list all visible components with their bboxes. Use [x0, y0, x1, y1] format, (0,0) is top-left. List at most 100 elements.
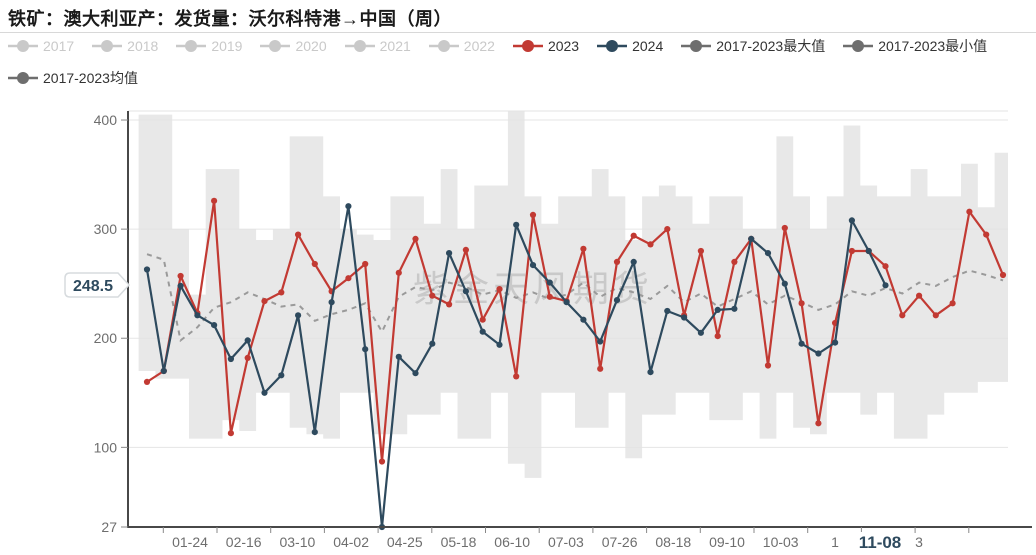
series-2023-point: [647, 241, 654, 248]
legend-marker-icon: [512, 40, 543, 52]
series-2024-point: [211, 322, 218, 329]
legend-item-2024[interactable]: 2024: [597, 38, 663, 54]
series-2023-point: [580, 245, 587, 252]
series-2024-point: [345, 203, 352, 210]
x-tick-label: 06-10: [494, 534, 530, 550]
x-tick-label-partial: 1: [831, 534, 839, 550]
series-2023-point: [395, 269, 402, 276]
x-pointer-label: 11-08: [859, 533, 902, 552]
y-tick-label: 200: [94, 330, 118, 346]
series-2024-point: [597, 338, 604, 345]
legend-label: 2023: [547, 38, 580, 54]
legend-label: 2021: [379, 38, 411, 54]
series-2024-point: [563, 299, 570, 306]
series-2024-point: [295, 312, 302, 319]
series-2023-point: [529, 211, 537, 218]
series-2023-point: [882, 263, 889, 270]
y-pointer-label-box: [64, 272, 131, 298]
legend-label: 2018: [127, 38, 159, 54]
series-2024-point: [714, 306, 721, 313]
legend-item-2020[interactable]: 2020: [260, 38, 327, 54]
series-2023-point: [261, 298, 268, 305]
series-2023-point: [513, 373, 520, 380]
x-tick-label: 09-10: [709, 534, 745, 550]
legend-item-2021[interactable]: 2021: [344, 38, 411, 54]
series-2023-point: [496, 286, 503, 293]
title-divider: [0, 32, 1036, 33]
x-tick-label: 10-03: [763, 534, 799, 550]
series-2023-point: [546, 293, 553, 300]
series-2023-point: [362, 260, 369, 268]
legend-item-2019[interactable]: 2019: [176, 38, 242, 54]
series-2024-point: [261, 389, 268, 396]
series-2024-point: [848, 217, 856, 224]
legend-item-2018[interactable]: 2018: [92, 38, 158, 54]
legend-label: 2022: [463, 38, 495, 54]
series-2024-point: [613, 297, 621, 304]
legend-item-2017-2023最小值[interactable]: 2017-2023最小值: [843, 38, 987, 54]
series-2023-point: [227, 430, 234, 437]
legend-item-2023[interactable]: 2023: [512, 38, 580, 54]
legend-marker-icon: [597, 40, 628, 52]
series-2023-point: [378, 458, 386, 465]
series-2023-line: [146, 199, 1005, 463]
series-2024-point: [865, 247, 872, 255]
legend-item-2022[interactable]: 2022: [428, 38, 495, 54]
series-2023-point: [899, 312, 906, 319]
min-max-band: [138, 111, 1009, 478]
x-tick-label: 05-18: [441, 534, 477, 550]
series-2024-point: [412, 370, 419, 377]
legend-item-2017[interactable]: 2017: [8, 38, 74, 54]
x-tick-label: 08-18: [655, 534, 691, 550]
x-tick-label: 07-03: [548, 534, 584, 550]
series-2023-point: [429, 292, 436, 299]
series-2024-point: [630, 258, 637, 265]
series-2023-point: [764, 362, 772, 369]
series-2023-point: [597, 365, 604, 372]
page-title: 铁矿：澳大利亚产：发货量：沃尔科特港→中国（周）: [8, 9, 452, 29]
x-tick-label: 01-24: [172, 534, 208, 550]
series-2023-point: [613, 258, 621, 265]
series-2023-point: [462, 246, 469, 253]
series-2024-point: [748, 235, 755, 242]
series-2024-point: [764, 250, 772, 257]
x-tick-label: 07-26: [602, 534, 638, 550]
legend-label: 2020: [295, 38, 327, 54]
series-2024-point: [798, 340, 805, 347]
series-2023-point: [781, 224, 788, 232]
legend-marker-icon: [260, 40, 291, 52]
y-tick-label: 400: [94, 112, 118, 128]
legend-label: 2024: [632, 38, 664, 54]
y-tick-label: 27: [101, 519, 117, 535]
series-2023-point: [916, 292, 923, 299]
series-2023-point: [697, 247, 705, 255]
series-2023-point: [848, 247, 856, 255]
series-2024-point: [815, 350, 822, 357]
series-2024-point: [546, 279, 553, 286]
legend-label: 2017: [43, 38, 75, 54]
legend-item-2017-2023最大值[interactable]: 2017-2023最大值: [681, 38, 825, 54]
series-2023-point: [630, 232, 637, 239]
legend-label: 2019: [211, 38, 243, 54]
series-2023-point: [295, 231, 302, 238]
legend-item-2017-2023均值[interactable]: 2017-2023均值: [8, 70, 138, 86]
x-tick-label: 04-25: [387, 534, 423, 550]
series-2024-point: [244, 337, 251, 344]
legend-marker-icon: [176, 40, 207, 52]
legend-marker-icon: [344, 40, 375, 52]
x-tick-label: 04-02: [333, 534, 369, 550]
series-2023-point: [412, 235, 419, 242]
series-2024-point: [496, 341, 503, 348]
series-2023-point: [143, 378, 151, 385]
series-2024-point: [395, 353, 402, 360]
series-2023-point: [479, 316, 486, 323]
series-2024-point: [143, 266, 151, 273]
y-pointer-label: 248.5: [73, 278, 113, 295]
series-2024-point: [160, 367, 167, 375]
series-2024-point: [177, 282, 184, 289]
series-2024-point: [529, 262, 537, 269]
x-pointer-label-bg: [846, 532, 914, 552]
x-tick-label: 03-10: [279, 534, 315, 550]
